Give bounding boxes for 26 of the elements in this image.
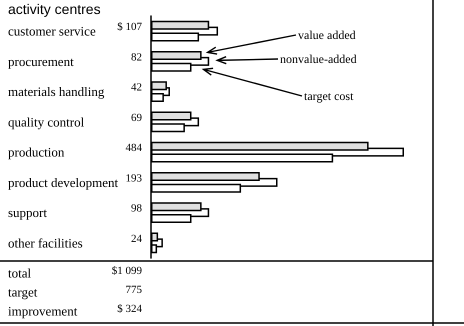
y-tick-label: production bbox=[8, 144, 65, 160]
y-tick-label: support bbox=[8, 205, 48, 220]
text: total bbox=[8, 266, 32, 280]
text: 82 bbox=[131, 51, 142, 64]
text: target bbox=[8, 284, 38, 300]
text: nonvalue-added bbox=[280, 52, 357, 66]
text: 193 bbox=[126, 172, 142, 184]
text: $1 099 bbox=[112, 265, 142, 277]
text: 775 bbox=[126, 284, 142, 296]
text: 98 bbox=[131, 202, 142, 215]
y-tick-label: product development bbox=[8, 174, 118, 190]
text: target cost bbox=[304, 89, 354, 103]
y-axis-title: activity centres bbox=[8, 1, 101, 17]
y-tick-label: other facilities bbox=[8, 235, 83, 250]
text: 42 bbox=[131, 82, 142, 94]
y-tick-label: materials handling bbox=[8, 84, 105, 100]
text: improvement bbox=[8, 304, 78, 318]
text: $ 107 bbox=[117, 21, 142, 34]
y-tick-label: customer service bbox=[8, 24, 96, 39]
text: 484 bbox=[126, 142, 142, 154]
y-tick-label: procurement bbox=[8, 54, 74, 69]
text: value added bbox=[298, 28, 356, 42]
text: 69 bbox=[131, 112, 142, 124]
text: $ 324 bbox=[117, 303, 142, 315]
y-tick-label: quality control bbox=[8, 114, 85, 130]
text: 24 bbox=[131, 232, 142, 245]
